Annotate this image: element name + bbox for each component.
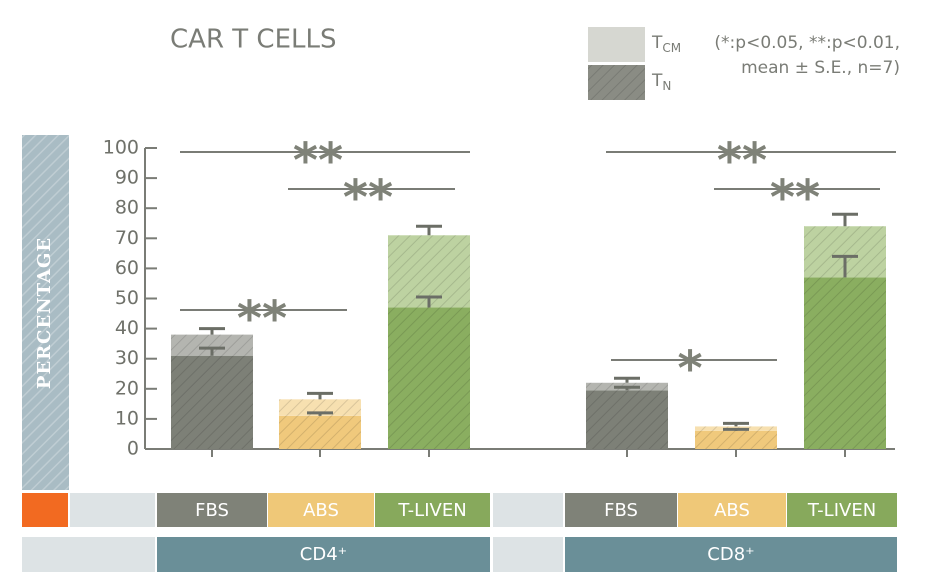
error-bar	[416, 295, 442, 308]
y-tick-label: 0	[127, 438, 139, 460]
y-tick-label: 70	[115, 227, 139, 249]
category-box	[678, 493, 786, 527]
note: (*:p<0.05, **:p<0.01,	[714, 33, 900, 53]
hatch	[804, 277, 886, 449]
significance-label: **	[717, 133, 767, 189]
marker	[22, 493, 68, 527]
hatch	[588, 65, 645, 100]
y-tick-label: 60	[115, 257, 139, 279]
error-bar	[723, 427, 749, 431]
legend-label: TCM	[651, 33, 681, 55]
hatch	[171, 334, 253, 356]
x-tick-label: ABS	[714, 500, 750, 521]
hatch	[586, 390, 668, 449]
y-tick-label: 80	[115, 197, 139, 219]
significance-label: **	[770, 170, 820, 226]
legend-swatch	[588, 27, 645, 62]
error-bar	[614, 376, 640, 383]
significance-label: **	[237, 291, 287, 347]
group-box	[565, 537, 897, 572]
x-tick-label: T-LIVEN	[397, 500, 466, 521]
group-label: CD8⁺	[707, 544, 754, 565]
group-box	[157, 537, 490, 572]
hatch	[388, 235, 470, 308]
error-bar	[199, 327, 225, 335]
error-bar	[832, 254, 858, 278]
category-box	[375, 493, 490, 527]
spacer	[70, 493, 155, 527]
significance-label: **	[293, 133, 343, 189]
y-axis-label: PERCENTAGE	[34, 237, 55, 389]
hatch	[171, 355, 253, 449]
x-tick-label: ABS	[303, 500, 339, 521]
hatch	[279, 399, 361, 416]
legend-label: TN	[651, 71, 671, 93]
group-label: CD4⁺	[300, 544, 347, 565]
error-bar	[832, 212, 858, 227]
significance-label: *	[677, 341, 702, 397]
category-box	[565, 493, 677, 527]
error-bar	[614, 385, 640, 391]
spacer	[493, 493, 563, 527]
x-tick-label: T-LIVEN	[807, 500, 876, 521]
spacer	[493, 537, 563, 572]
hatch	[279, 415, 361, 449]
y-tick-label: 30	[115, 347, 139, 369]
category-box	[268, 493, 374, 527]
category-box	[787, 493, 897, 527]
error-bar	[723, 421, 749, 427]
y-tick-label: 20	[115, 377, 139, 399]
hatch	[22, 135, 69, 490]
hatch	[388, 307, 470, 449]
y-tick-label: 50	[115, 287, 139, 309]
error-bar	[307, 411, 333, 416]
x-tick-label: FBS	[604, 500, 638, 521]
category-box	[157, 493, 267, 527]
y-tick-label: 10	[115, 407, 139, 429]
chart-title: CAR T CELLS	[170, 25, 336, 55]
y-tick-label: 40	[115, 317, 139, 339]
error-bar	[416, 224, 442, 236]
note: mean ± S.E., n=7)	[741, 58, 900, 78]
hatch	[695, 430, 777, 449]
significance-label: **	[343, 170, 393, 226]
error-bar	[307, 391, 333, 400]
spacer	[22, 537, 155, 572]
error-bar	[199, 346, 225, 356]
y-tick-label: 100	[103, 137, 139, 159]
x-tick-label: FBS	[195, 500, 229, 521]
y-tick-label: 90	[115, 167, 139, 189]
